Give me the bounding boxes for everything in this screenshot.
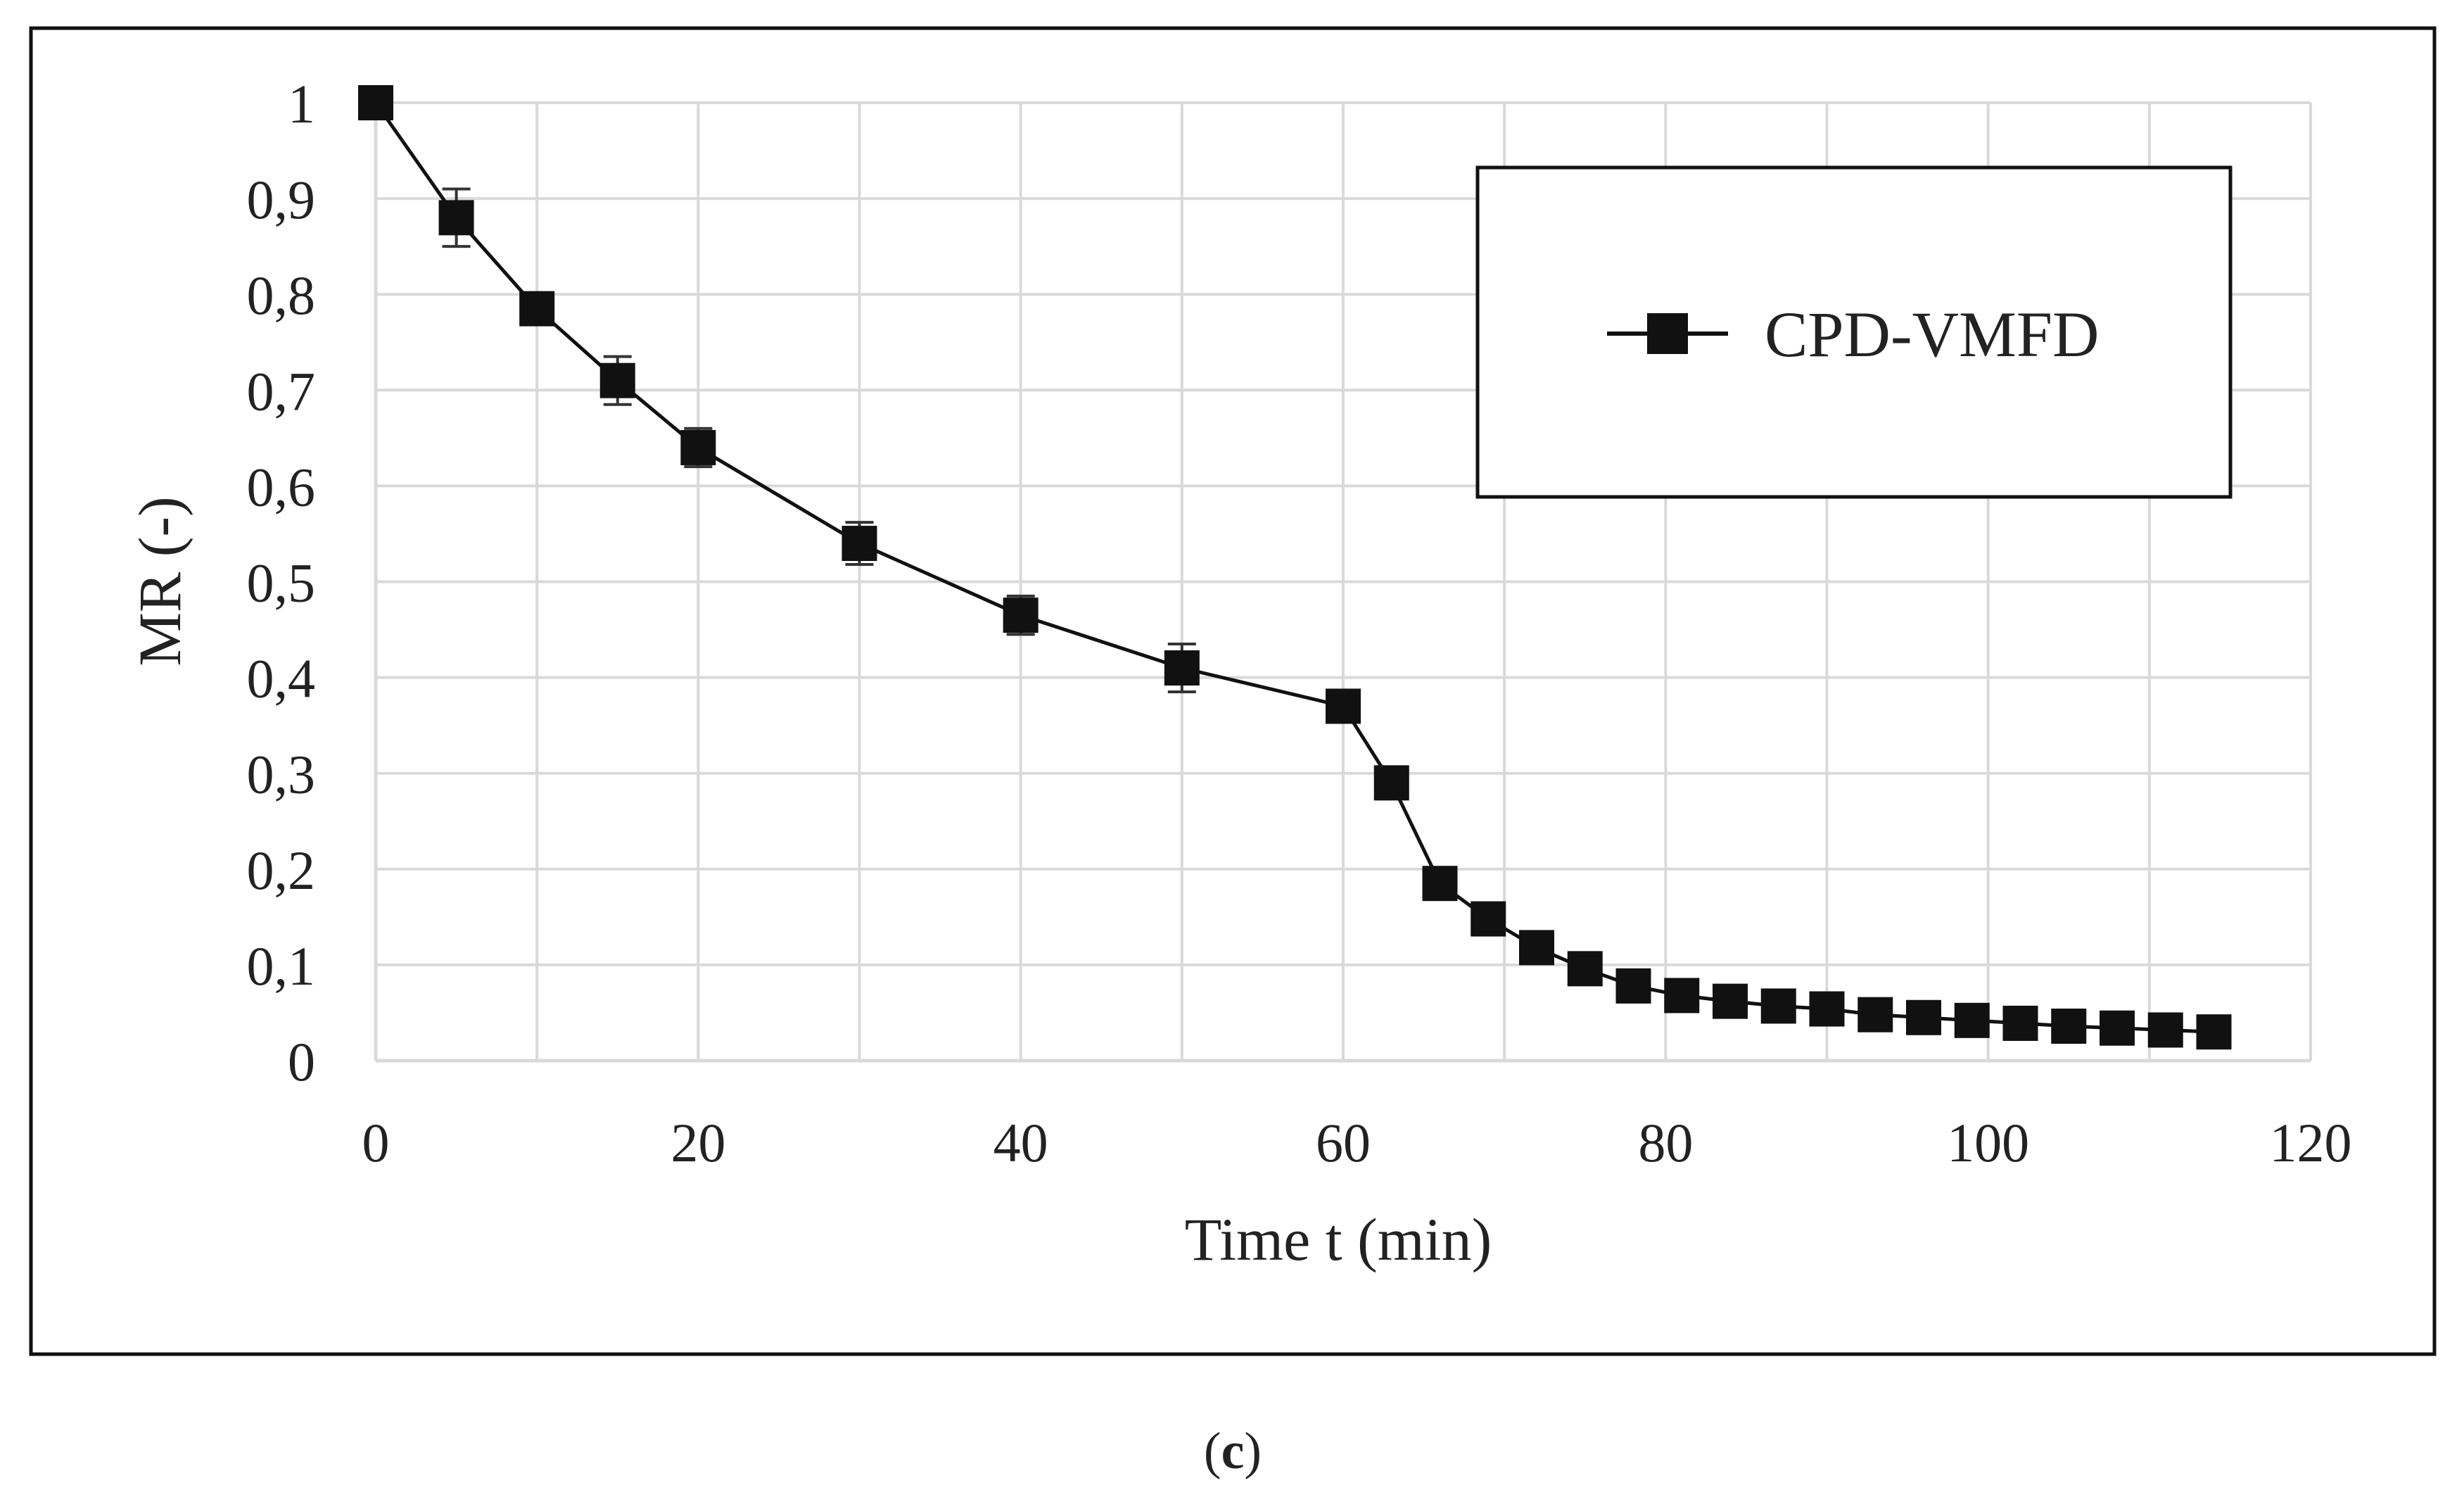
x-tick-label: 60: [1316, 1112, 1371, 1173]
x-tick-label: 40: [993, 1112, 1048, 1173]
data-point: [680, 429, 716, 465]
y-tick-label: 0,1: [247, 935, 316, 997]
legend-box: [1475, 165, 2233, 499]
data-point: [358, 85, 393, 120]
y-tick-label: 0,4: [247, 648, 316, 709]
data-point: [2051, 1009, 2087, 1044]
data-point: [1164, 650, 1200, 686]
series-layer: [358, 85, 2232, 1050]
x-tick-label: 120: [2270, 1112, 2352, 1173]
caption-open: (: [1204, 1422, 1221, 1480]
data-point: [1422, 866, 1458, 902]
data-point: [1471, 901, 1506, 937]
data-point: [1615, 968, 1651, 1004]
data-point: [1567, 951, 1603, 987]
legend: CPD-VMFD: [1475, 165, 2233, 499]
data-point: [1954, 1002, 1990, 1038]
data-point: [1857, 997, 1893, 1033]
x-tick-label: 0: [362, 1112, 390, 1173]
data-point: [1906, 999, 1941, 1035]
data-point: [1003, 598, 1039, 633]
y-tick-label: 0,6: [247, 456, 316, 517]
y-tick-label: 0,7: [247, 360, 316, 422]
data-point: [599, 362, 635, 398]
caption-letter: c: [1221, 1422, 1245, 1480]
data-point: [2147, 1012, 2183, 1048]
data-point: [1664, 978, 1700, 1014]
y-tick-label: 0,5: [247, 553, 316, 614]
data-point: [1760, 988, 1796, 1024]
y-tick-label: 0,3: [247, 744, 316, 805]
y-tick-label: 0,8: [247, 265, 316, 326]
data-point: [2100, 1010, 2135, 1046]
y-axis-label: MR (-): [126, 496, 193, 666]
figure-caption: (c): [1204, 1422, 1262, 1480]
data-point: [1809, 991, 1845, 1027]
axes: [374, 103, 2311, 1063]
data-point: [2196, 1014, 2232, 1050]
data-point: [1373, 765, 1409, 801]
data-point: [1713, 983, 1748, 1019]
x-tick-label: 20: [671, 1112, 725, 1173]
y-tick-label: 0,2: [247, 840, 316, 901]
x-tick-label: 100: [1947, 1112, 2029, 1173]
data-point: [1519, 930, 1554, 966]
x-axis-label: Time t (min): [1185, 1206, 1492, 1273]
legend-marker-icon: [1647, 313, 1688, 354]
y-tick-label: 0,9: [247, 169, 316, 230]
legend-label: CPD-VMFD: [1765, 298, 2099, 370]
y-tick-label: 0: [288, 1031, 315, 1092]
data-point: [1326, 688, 1361, 724]
data-point: [2002, 1005, 2038, 1041]
data-point: [842, 526, 877, 562]
data-point: [438, 200, 474, 236]
y-tick-label: 1: [288, 73, 315, 134]
x-tick-label: 80: [1638, 1112, 1693, 1173]
tick-labels: 0 0,1 0,2 0,3 0,4 0,5 0,6 0,7 0,8 0,9 1 0 20 40 60 80 10…: [247, 73, 2352, 1173]
data-point: [519, 291, 555, 327]
caption-close: ): [1244, 1422, 1262, 1480]
